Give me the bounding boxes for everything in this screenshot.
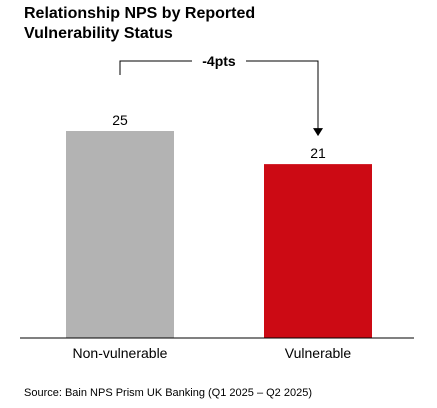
source-note: Source: Bain NPS Prism UK Banking (Q1 20… <box>24 387 312 399</box>
data-label: 21 <box>310 145 326 161</box>
annotation-bracket-left <box>119 60 192 75</box>
difference-annotation: -4pts <box>202 53 236 69</box>
category-label: Vulnerable <box>285 345 352 361</box>
chart-title: Relationship NPS by Reported Vulnerabili… <box>24 5 256 42</box>
bar-vulnerable <box>264 164 372 338</box>
annotation-bracket-right <box>246 60 319 131</box>
bar-non-vulnerable <box>66 131 174 338</box>
data-label: 25 <box>112 112 128 128</box>
category-label: Non-vulnerable <box>73 345 168 361</box>
annotation-arrowhead <box>313 128 323 137</box>
